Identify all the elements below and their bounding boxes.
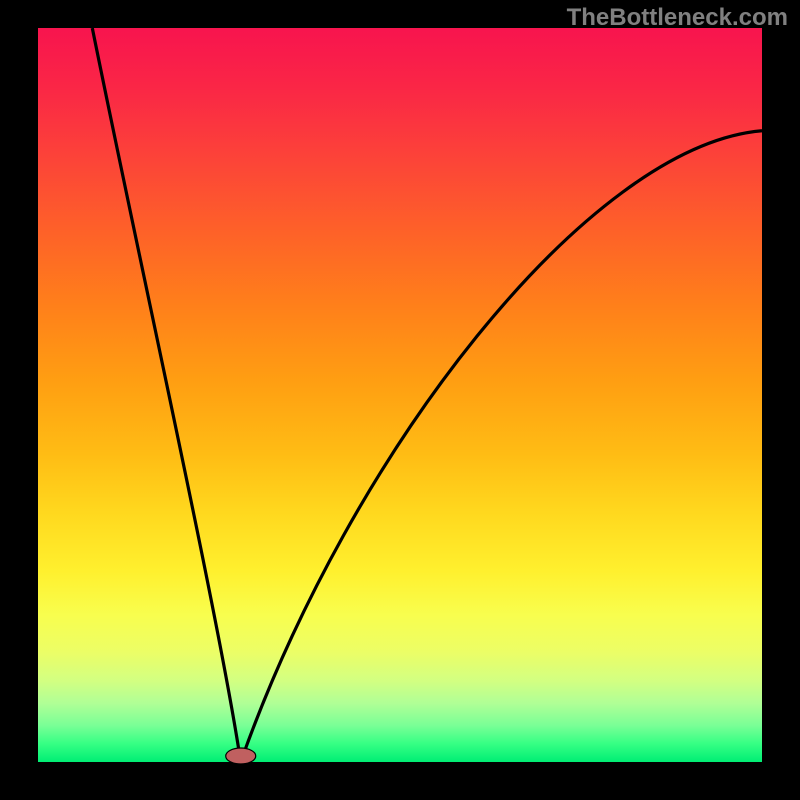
bottleneck-chart xyxy=(0,0,800,800)
chart-container: TheBottleneck.com xyxy=(0,0,800,800)
plot-background xyxy=(38,28,762,762)
plot-area xyxy=(38,28,762,764)
watermark-text: TheBottleneck.com xyxy=(567,4,788,32)
optimal-marker xyxy=(226,748,256,764)
